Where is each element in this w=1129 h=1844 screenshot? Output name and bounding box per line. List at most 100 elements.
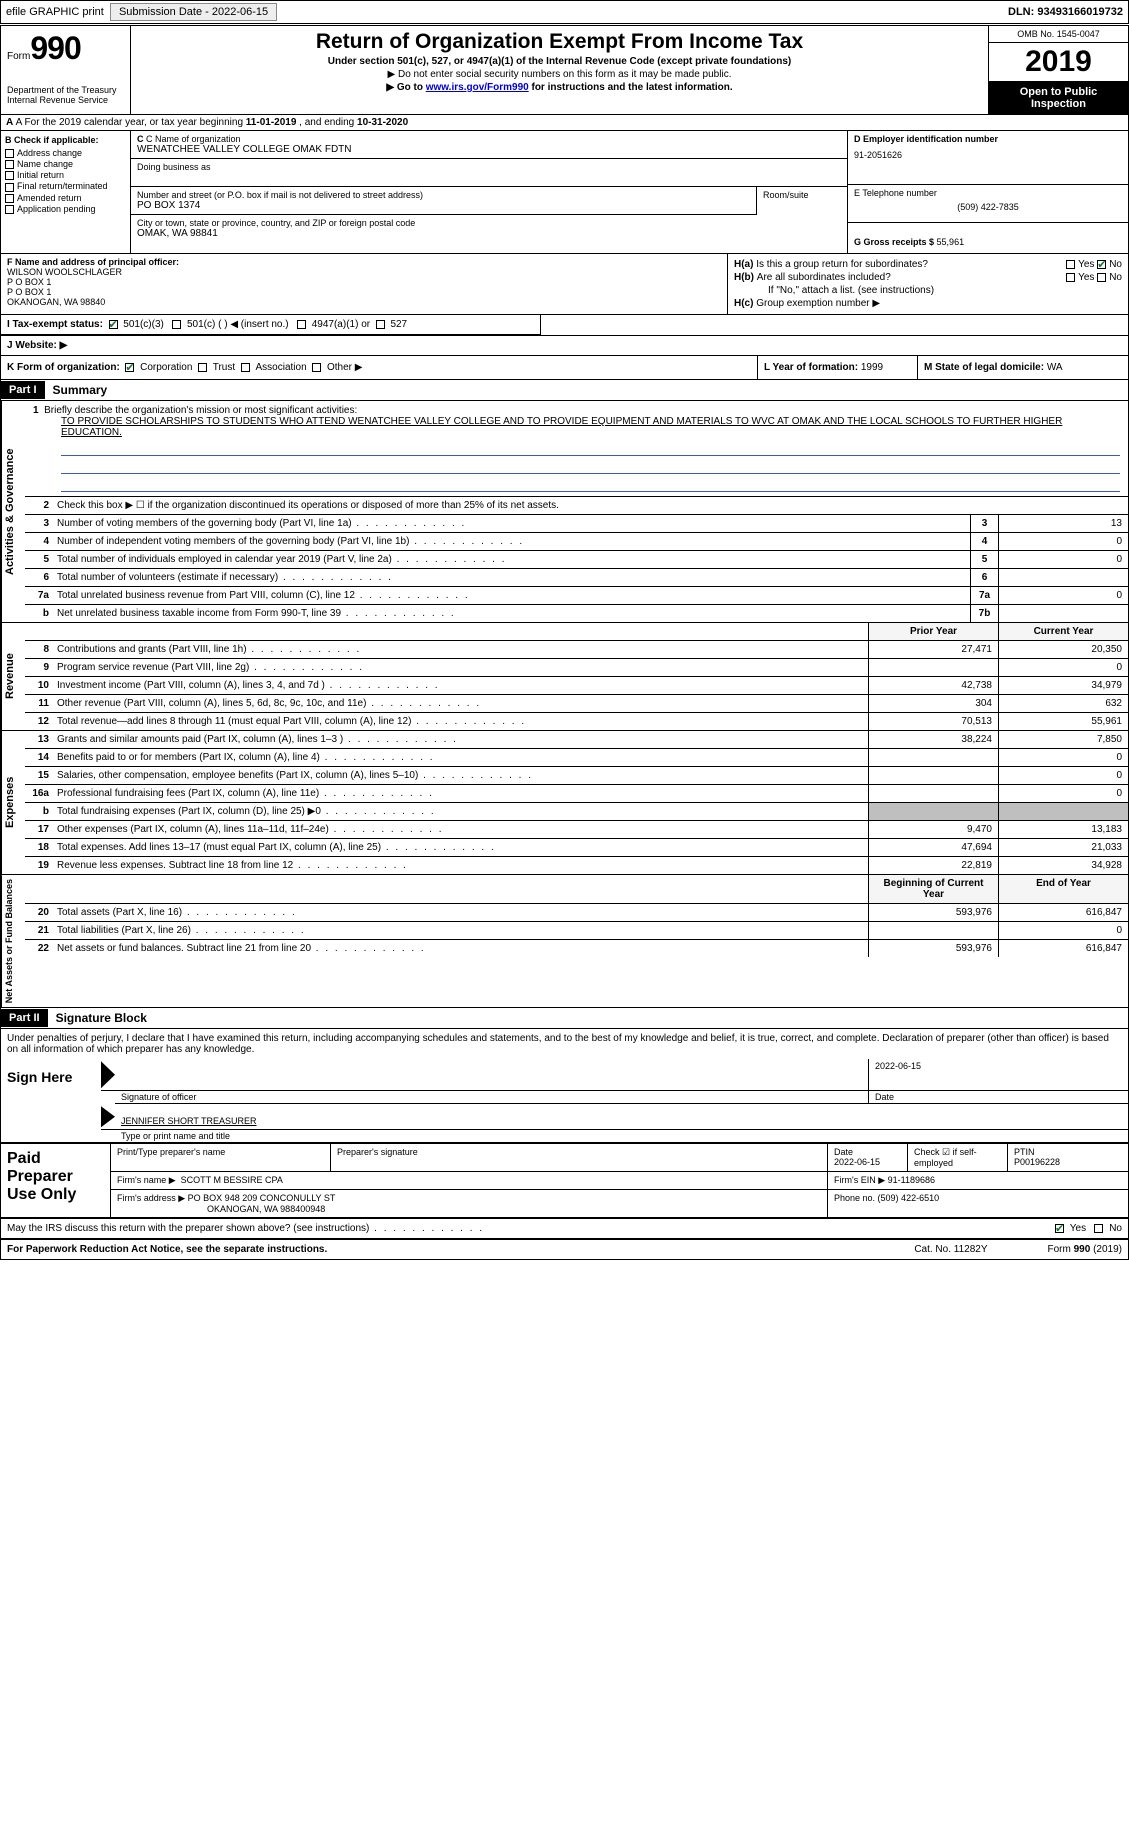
fin-line: 19Revenue less expenses. Subtract line 1… xyxy=(25,857,1128,874)
fin-line: 14Benefits paid to or for members (Part … xyxy=(25,749,1128,767)
h-b-no[interactable] xyxy=(1097,273,1106,282)
vtab-revenue: Revenue xyxy=(1,623,25,730)
form-title: Return of Organization Exempt From Incom… xyxy=(137,30,982,54)
chk-527[interactable] xyxy=(376,320,385,329)
fin-line: bTotal fundraising expenses (Part IX, co… xyxy=(25,803,1128,821)
fin-line: 13Grants and similar amounts paid (Part … xyxy=(25,731,1128,749)
org-name-cell: C C Name of organization WENATCHEE VALLE… xyxy=(131,131,847,159)
gov-line: 3Number of voting members of the governi… xyxy=(25,515,1128,533)
room-cell: Room/suite xyxy=(757,187,847,215)
gross-receipts-value: 55,961 xyxy=(937,237,965,247)
form-number: 990 xyxy=(30,30,80,66)
phone-cell: E Telephone number (509) 422-7835 xyxy=(848,185,1128,223)
fin-line: 17Other expenses (Part IX, column (A), l… xyxy=(25,821,1128,839)
dln: DLN: 93493166019732 xyxy=(1008,6,1123,18)
efile-label: efile GRAPHIC print xyxy=(6,6,104,18)
fin-line: 18Total expenses. Add lines 13–17 (must … xyxy=(25,839,1128,857)
h-a-no[interactable] xyxy=(1097,260,1106,269)
dba-cell: Doing business as xyxy=(131,159,847,187)
summary-revenue: Revenue Prior Year Current Year 8Contrib… xyxy=(1,623,1128,731)
fin-line: 20Total assets (Part X, line 16)593,9766… xyxy=(25,904,1128,922)
mission-text: TO PROVIDE SCHOLARSHIPS TO STUDENTS WHO … xyxy=(61,416,1120,438)
part-ii-header: Part II Signature Block xyxy=(1,1008,1128,1029)
state-domicile: M State of legal domicile: WA xyxy=(918,356,1128,379)
gov-line: bNet unrelated business taxable income f… xyxy=(25,605,1128,622)
city-cell: City or town, state or province, country… xyxy=(131,215,847,242)
omb-number: OMB No. 1545-0047 xyxy=(989,26,1128,43)
chk-application-pending[interactable]: Application pending xyxy=(5,204,126,214)
prep-row-3: Firm's address ▶ PO BOX 948 209 CONCONUL… xyxy=(111,1190,1128,1217)
fin-line: 12Total revenue—add lines 8 through 11 (… xyxy=(25,713,1128,730)
fin-line: 15Salaries, other compensation, employee… xyxy=(25,767,1128,785)
header-right: OMB No. 1545-0047 2019 Open to Public In… xyxy=(988,26,1128,114)
fin-line: 9Program service revenue (Part VIII, lin… xyxy=(25,659,1128,677)
row-i-j: I Tax-exempt status: 501(c)(3) 501(c) ( … xyxy=(1,315,1128,336)
irs-link[interactable]: www.irs.gov/Form990 xyxy=(426,82,529,93)
dept-treasury: Department of the Treasury xyxy=(7,85,124,95)
arrow-icon xyxy=(101,1106,115,1127)
chk-501c3[interactable] xyxy=(109,320,118,329)
chk-corporation[interactable] xyxy=(125,363,134,372)
discuss-row: May the IRS discuss this return with the… xyxy=(1,1219,1128,1240)
net-col-headers: Beginning of Current Year End of Year xyxy=(25,875,1128,904)
chk-final-return[interactable]: Final return/terminated xyxy=(5,181,126,191)
form-header: Form990 Department of the Treasury Inter… xyxy=(1,26,1128,115)
gov-line: 7aTotal unrelated business revenue from … xyxy=(25,587,1128,605)
irs-label: Internal Revenue Service xyxy=(7,95,124,105)
officer-name: JENNIFER SHORT TREASURER xyxy=(121,1116,257,1126)
gov-line: 6Total number of volunteers (estimate if… xyxy=(25,569,1128,587)
line-2: 2Check this box ▶ ☐ if the organization … xyxy=(25,497,1128,515)
section-h: H(a) Is this a group return for subordin… xyxy=(728,254,1128,314)
summary-net-assets: Net Assets or Fund Balances Beginning of… xyxy=(1,875,1128,1008)
chk-501c[interactable] xyxy=(172,320,181,329)
street-cell: Number and street (or P.O. box if mail i… xyxy=(131,187,757,215)
fin-line: 8Contributions and grants (Part VIII, li… xyxy=(25,641,1128,659)
year-of-formation: L Year of formation: 1999 xyxy=(758,356,918,379)
prep-row-2: Firm's name ▶ SCOTT M BESSIRE CPA Firm's… xyxy=(111,1172,1128,1190)
chk-4947[interactable] xyxy=(297,320,306,329)
gross-receipts-cell: G Gross receipts $ 55,961 xyxy=(848,223,1128,253)
ein-value: 91-2051626 xyxy=(854,150,1122,160)
row-a-tax-year: A A For the 2019 calendar year, or tax y… xyxy=(1,115,1128,131)
signature-block: Under penalties of perjury, I declare th… xyxy=(1,1029,1128,1144)
chk-amended-return[interactable]: Amended return xyxy=(5,193,126,203)
vtab-expenses: Expenses xyxy=(1,731,25,874)
discuss-no[interactable] xyxy=(1094,1224,1103,1233)
chk-address-change[interactable]: Address change xyxy=(5,148,126,158)
paid-preparer-label: Paid Preparer Use Only xyxy=(1,1144,111,1217)
ein-cell: D Employer identification number 91-2051… xyxy=(848,131,1128,185)
section-c-name-address: C C Name of organization WENATCHEE VALLE… xyxy=(131,131,1128,253)
chk-name-change[interactable]: Name change xyxy=(5,159,126,169)
fin-line: 22Net assets or fund balances. Subtract … xyxy=(25,940,1128,957)
gov-line: 5Total number of individuals employed in… xyxy=(25,551,1128,569)
chk-trust[interactable] xyxy=(198,363,207,372)
section-b-through-g: B Check if applicable: Address change Na… xyxy=(1,131,1128,254)
vtab-governance: Activities & Governance xyxy=(1,401,25,622)
h-a-yes[interactable] xyxy=(1066,260,1075,269)
revenue-col-headers: Prior Year Current Year xyxy=(25,623,1128,641)
form-990-page: Form990 Department of the Treasury Inter… xyxy=(0,25,1129,1260)
gov-line: 4Number of independent voting members of… xyxy=(25,533,1128,551)
fin-line: 11Other revenue (Part VIII, column (A), … xyxy=(25,695,1128,713)
org-name: WENATCHEE VALLEY COLLEGE OMAK FDTN xyxy=(137,144,841,155)
discuss-yes[interactable] xyxy=(1055,1224,1064,1233)
phone-value: (509) 422-7835 xyxy=(854,202,1122,212)
submission-date-btn[interactable]: Submission Date - 2022-06-15 xyxy=(110,3,277,21)
summary-expenses: Expenses 13Grants and similar amounts pa… xyxy=(1,731,1128,875)
section-b-checkboxes: B Check if applicable: Address change Na… xyxy=(1,131,131,253)
form-subtitle: Under section 501(c), 527, or 4947(a)(1)… xyxy=(137,56,982,67)
form-of-org: K Form of organization: Corporation Trus… xyxy=(1,356,758,379)
fin-line: 10Investment income (Part VIII, column (… xyxy=(25,677,1128,695)
sig-date: 2022-06-15 xyxy=(868,1059,1128,1090)
chk-association[interactable] xyxy=(241,363,250,372)
form-footer-label: Form 990 (2019) xyxy=(1048,1244,1122,1255)
part-i-header: Part I Summary xyxy=(1,380,1128,401)
h-b-yes[interactable] xyxy=(1066,273,1075,282)
fin-line: 16aProfessional fundraising fees (Part I… xyxy=(25,785,1128,803)
vtab-net-assets: Net Assets or Fund Balances xyxy=(1,875,25,1007)
chk-initial-return[interactable]: Initial return xyxy=(5,170,126,180)
arrow-icon xyxy=(101,1061,115,1088)
chk-other[interactable] xyxy=(312,363,321,372)
efile-topbar: efile GRAPHIC print Submission Date - 20… xyxy=(0,0,1129,24)
header-left: Form990 Department of the Treasury Inter… xyxy=(1,26,131,114)
